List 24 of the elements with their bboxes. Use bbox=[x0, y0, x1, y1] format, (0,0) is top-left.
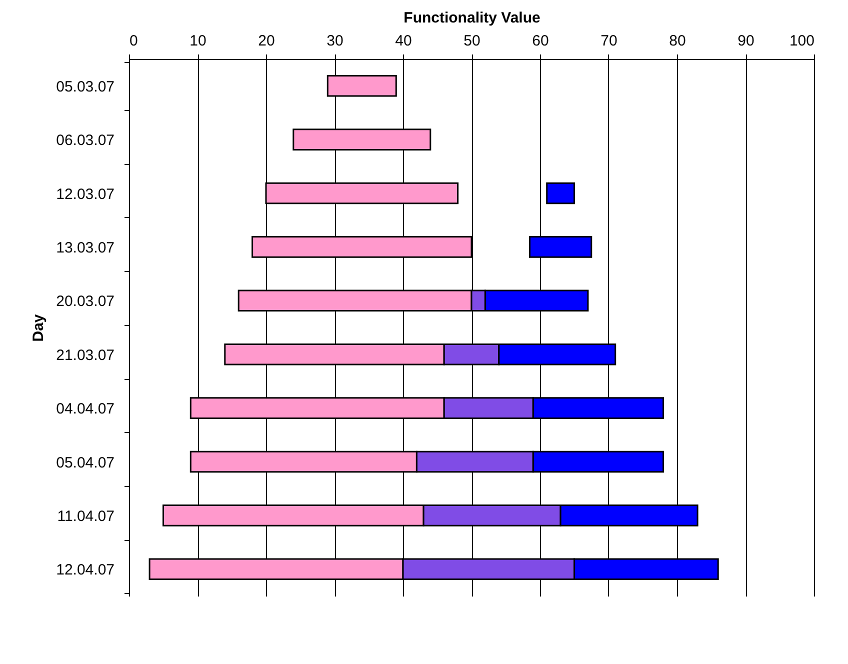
y-tick-label: 13.03.07 bbox=[56, 239, 114, 256]
x-tick-label: 80 bbox=[669, 32, 686, 50]
y-axis-title: Day bbox=[30, 314, 48, 342]
y-tick-label: 04.04.07 bbox=[56, 400, 114, 418]
y-tick-label: 12.03.07 bbox=[56, 186, 114, 203]
x-axis-title: Functionality Value bbox=[404, 10, 540, 26]
x-tick-label: 0 bbox=[130, 32, 138, 50]
y-tick-label: 12.04.07 bbox=[56, 562, 114, 579]
x-tick-label: 10 bbox=[190, 32, 206, 50]
x-tick-label: 50 bbox=[464, 32, 480, 50]
x-tick-label: 90 bbox=[738, 32, 754, 50]
x-tick-label: 60 bbox=[532, 32, 549, 50]
x-tick-label: 40 bbox=[395, 32, 412, 50]
y-tick-label: 20.03.07 bbox=[56, 293, 114, 310]
x-tick-label: 20 bbox=[258, 32, 275, 50]
y-tick-label: 21.03.07 bbox=[56, 346, 114, 364]
y-tick-label: 05.03.07 bbox=[56, 78, 114, 96]
x-tick-label: 70 bbox=[600, 32, 618, 50]
y-tick-label: 05.04.07 bbox=[56, 454, 114, 472]
x-tick-label: 30 bbox=[326, 32, 344, 50]
x-tick-label: 100 bbox=[789, 32, 814, 50]
y-tick-label: 11.04.07 bbox=[57, 508, 114, 525]
y-tick-label: 06.03.07 bbox=[56, 132, 114, 150]
bar bbox=[546, 182, 575, 204]
